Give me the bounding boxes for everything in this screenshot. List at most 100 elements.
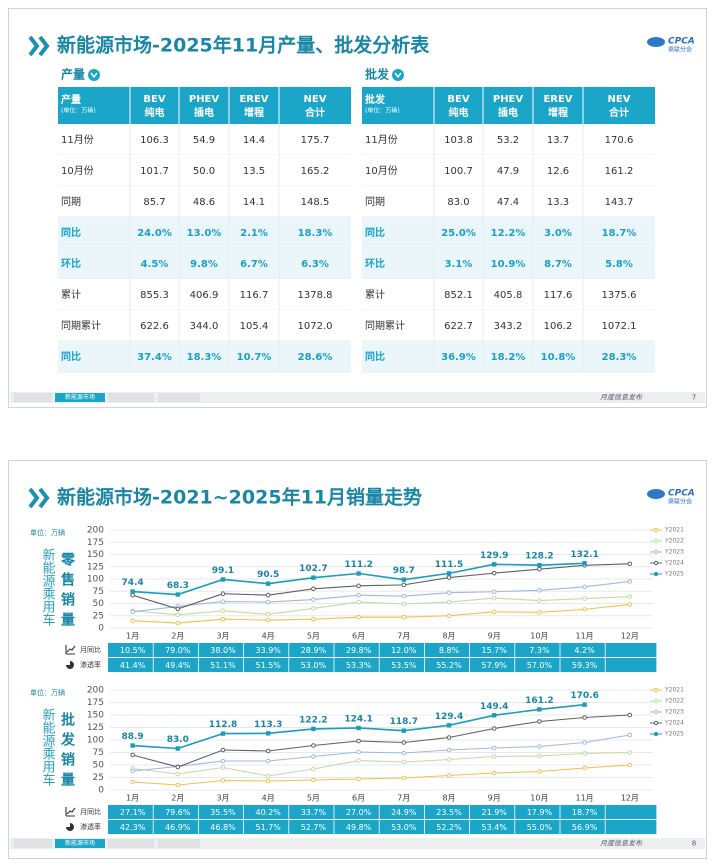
pie-icon [66, 661, 74, 669]
row-cell: 7.3% [529, 646, 550, 655]
table-cell: 106.3 [140, 135, 169, 146]
chart-title: 批发销量 [59, 711, 76, 792]
row-cell: 33.7% [301, 808, 327, 817]
point-marker [582, 751, 587, 756]
series-line [132, 596, 630, 616]
point-marker [446, 599, 452, 605]
column-code: NEV [304, 94, 327, 105]
table-corner: 产量 [61, 93, 81, 106]
table-cell: 10.7% [237, 352, 272, 363]
slide-title: 新能源市场-2021~2025年11月销量走势 [57, 486, 422, 509]
footer-tab-active [55, 393, 105, 402]
table-row [58, 124, 351, 155]
x-tick-label: 9月 [488, 794, 501, 803]
row-cell: 55.2% [436, 661, 462, 670]
point-marker [220, 758, 226, 764]
point-marker [130, 609, 135, 615]
table-row [58, 310, 351, 341]
column-code: PHEV [493, 94, 524, 105]
column-name: 合计 [304, 106, 325, 119]
point-marker [356, 776, 361, 782]
table-cell: 10.8% [541, 352, 576, 363]
point-marker [265, 758, 271, 764]
y-tick-label: 150 [87, 711, 104, 721]
point-marker [265, 592, 271, 598]
row-label: 同比 [61, 350, 81, 363]
point-marker [220, 599, 226, 604]
legend-marker [653, 527, 659, 533]
table-corner: 批发 [365, 93, 386, 106]
point-marker [356, 592, 361, 598]
legend-marker [653, 698, 659, 704]
x-tick-label: 12月 [621, 794, 639, 803]
table-cell: 54.9 [193, 135, 215, 146]
table-cell: 25.0% [441, 228, 476, 239]
table-cell: 12.2% [491, 228, 526, 239]
point-marker [311, 777, 316, 783]
point-marker [130, 779, 135, 785]
column-code: BEV [143, 94, 165, 105]
point-marker [265, 748, 271, 754]
y-tick-label: 175 [87, 538, 104, 548]
table-cell: 175.7 [301, 135, 330, 146]
point-marker [265, 778, 271, 784]
point-marker [537, 769, 542, 774]
point-marker [537, 562, 542, 568]
point-marker [401, 740, 407, 745]
logo-sub: 乘联分会 [668, 498, 692, 506]
point-marker [446, 723, 452, 728]
row-label: 10月份 [365, 165, 398, 177]
point-marker [537, 707, 542, 712]
trend-icon [65, 645, 76, 655]
table-row [362, 341, 655, 372]
value-label: 88.9 [121, 732, 143, 742]
page-number: 7 [692, 394, 696, 402]
series-line [132, 734, 630, 772]
section-icon [392, 69, 404, 81]
table-cell: 18.3% [298, 228, 333, 239]
chevron-icon [28, 35, 40, 57]
point-marker [175, 620, 181, 626]
table-cell: 9.8% [190, 259, 218, 270]
row-label: 同比 [61, 226, 81, 239]
logo-text: CPCA [668, 489, 695, 499]
row-cell: 49.8% [346, 823, 372, 832]
point-marker [401, 582, 407, 588]
y-tick-label: 100 [87, 736, 104, 746]
row-label: 同比 [365, 350, 385, 363]
point-marker [446, 747, 452, 753]
point-marker [220, 747, 226, 753]
logo-mark [647, 37, 665, 47]
table-cell: 116.7 [240, 290, 269, 301]
x-tick-label: 10月 [530, 794, 548, 803]
section-icon-arrow [394, 72, 402, 79]
column-code: BEV [447, 94, 469, 105]
logo-text: CPCA [668, 37, 695, 47]
point-marker [401, 601, 407, 607]
table-row [362, 155, 655, 186]
value-label: 124.1 [344, 714, 372, 724]
table-row [58, 341, 351, 372]
value-label: 74.4 [121, 578, 143, 588]
table-cell: 1072.0 [298, 321, 333, 332]
legend-label: Y2024 [664, 720, 684, 727]
y-tick-label: 50 [93, 761, 105, 771]
column-name: 增程 [548, 106, 568, 119]
unit-label: 单位：万辆 [30, 688, 65, 697]
column-name: 合计 [608, 106, 629, 119]
row-band [108, 820, 657, 834]
point-marker [401, 728, 406, 733]
legend-marker [653, 709, 659, 715]
chevron-icon [38, 487, 50, 509]
row-cell: 51.7% [255, 823, 281, 832]
x-tick-label: 9月 [488, 632, 501, 641]
table-header [58, 87, 351, 124]
table-row [58, 155, 351, 186]
row-cell: 53.5% [391, 661, 417, 670]
table-cell: 13.3 [547, 197, 569, 208]
table-cell: 5.8% [605, 259, 633, 270]
column-name: 插电 [194, 106, 214, 119]
point-marker [356, 583, 361, 589]
footer-bar [10, 392, 705, 403]
value-label: 112.8 [209, 720, 237, 730]
